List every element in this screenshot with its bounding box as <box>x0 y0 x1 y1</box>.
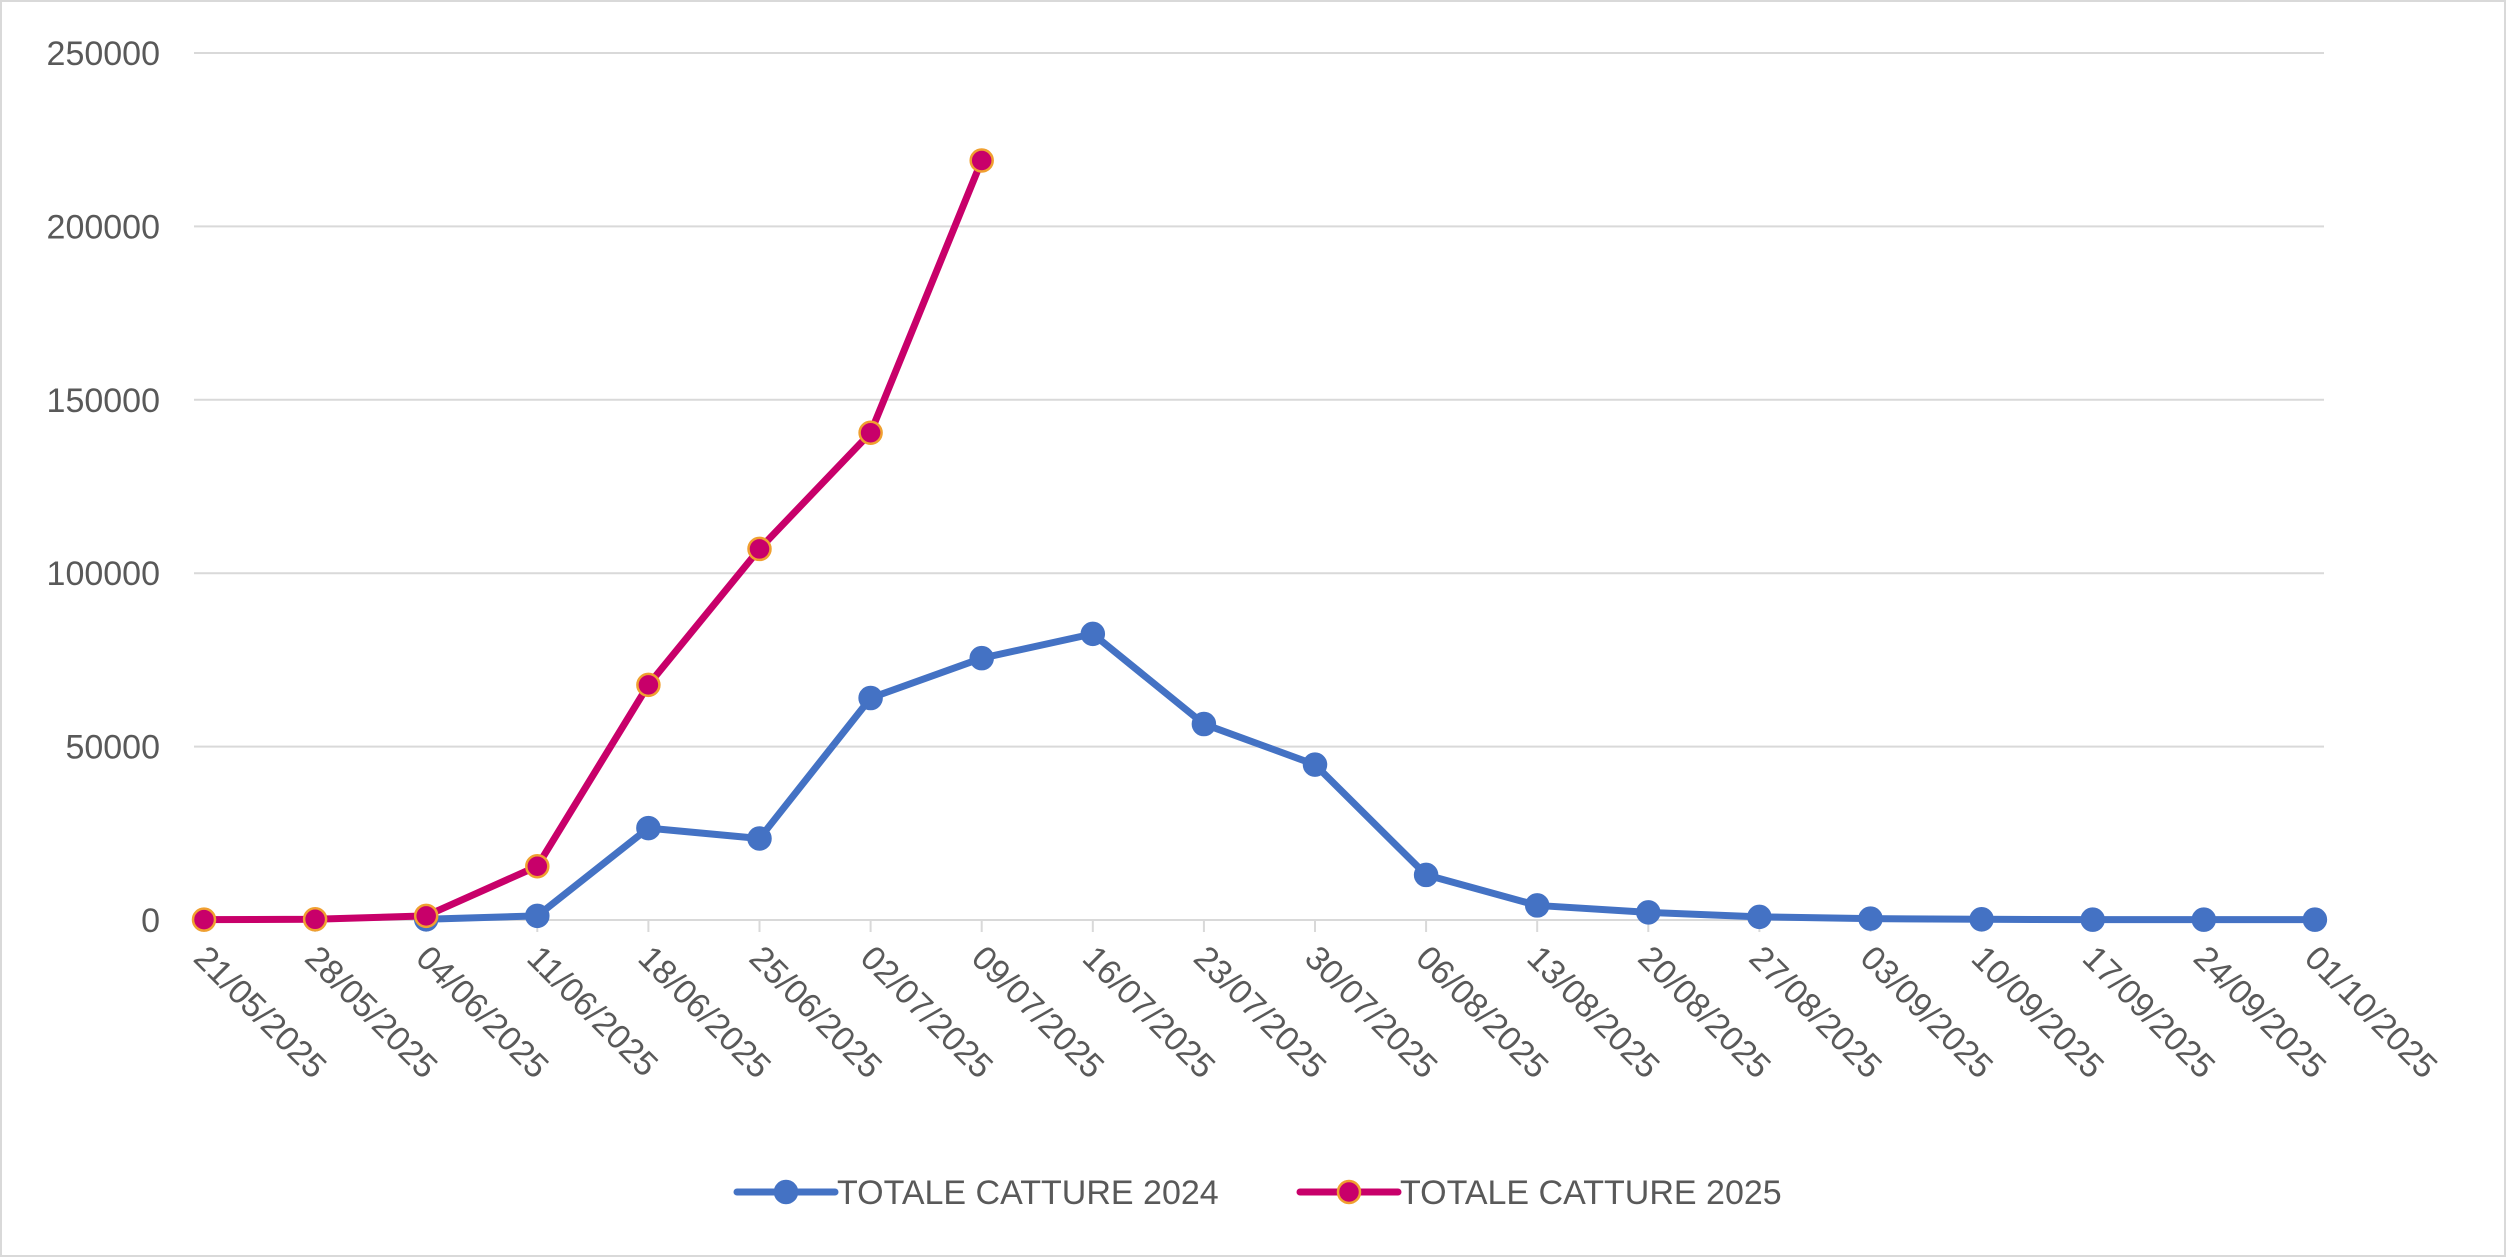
y-tick-label: 150000 <box>47 382 160 420</box>
data-point-series-1 <box>1302 752 1328 777</box>
data-point-series-1 <box>2080 907 2105 932</box>
data-point-series-2 <box>302 907 328 932</box>
legend-marker-2 <box>1336 1179 1362 1205</box>
data-point-series-1 <box>1969 907 1994 932</box>
y-tick-label: 0 <box>141 902 160 940</box>
data-point-series-1 <box>858 685 883 711</box>
gridlines <box>194 52 2324 748</box>
x-axis-tick-labels: 21/05/202528/05/202504/06/202511/06/2025… <box>186 939 2444 1086</box>
data-point-series-1 <box>1191 711 1217 737</box>
y-tick-label: 250000 <box>47 35 160 73</box>
y-tick-label: 50000 <box>65 729 160 767</box>
data-point-series-2 <box>413 903 439 929</box>
data-point-series-1 <box>1524 893 1550 918</box>
y-tick-label: 100000 <box>47 555 160 593</box>
data-point-series-1 <box>1747 904 1772 930</box>
data-point-series-1 <box>969 645 994 671</box>
legend-label-1: TOTALE CATTURE 2024 <box>837 1174 1219 1212</box>
data-point-series-1 <box>525 903 550 929</box>
data-point-series-1 <box>1080 621 1106 647</box>
data-point-series-1 <box>1858 906 1883 931</box>
data-point-series-2 <box>525 853 550 879</box>
data-point-series-1 <box>636 815 661 841</box>
data-point-series-2 <box>636 672 661 698</box>
series-line-2 <box>200 157 986 924</box>
legend-marker-1 <box>773 1179 799 1205</box>
legend: TOTALE CATTURE 2024 TOTALE CATTURE 2025 <box>733 1174 1782 1212</box>
data-point-series-2 <box>747 536 772 562</box>
data-point-series-1 <box>2191 907 2217 932</box>
data-point-series-2 <box>858 420 883 445</box>
data-point-series-2 <box>969 148 994 173</box>
legend-label-2: TOTALE CATTURE 2025 <box>1400 1174 1782 1212</box>
y-axis-tick-labels: 0 50000 100000 150000 200000 250000 <box>47 35 160 940</box>
y-tick-label: 200000 <box>47 208 160 246</box>
data-point-series-1 <box>747 826 772 851</box>
data-point-series-1 <box>1413 862 1439 888</box>
series-lines <box>191 148 2328 932</box>
series-line-1 <box>422 630 2319 924</box>
data-point-series-1 <box>1636 900 1661 925</box>
data-point-series-2 <box>191 907 217 932</box>
data-point-series-1 <box>2302 907 2328 932</box>
